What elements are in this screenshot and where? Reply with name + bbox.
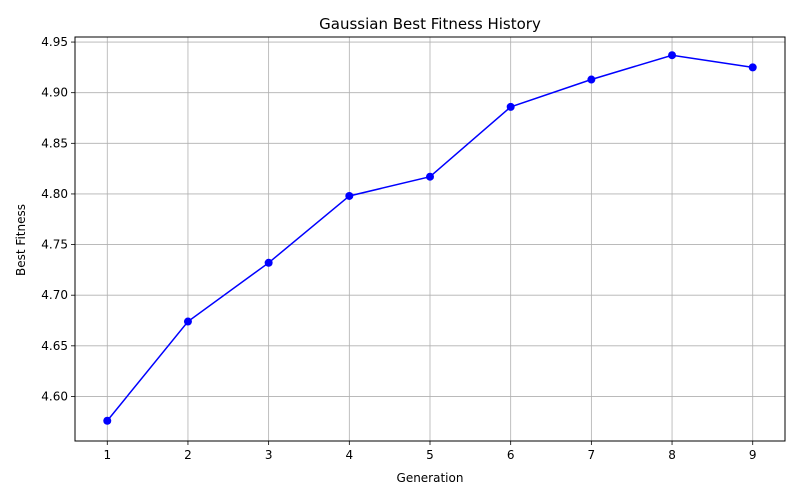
y-axis-label: Best Fitness [14, 204, 28, 276]
y-tick-label: 4.95 [41, 35, 68, 49]
x-tick-label: 7 [588, 448, 596, 462]
data-point [668, 51, 677, 60]
data-point [103, 416, 112, 425]
x-tick-label: 9 [749, 448, 757, 462]
y-tick-label: 4.85 [41, 136, 68, 150]
chart-title: Gaussian Best Fitness History [319, 15, 541, 33]
data-point [587, 75, 596, 84]
y-tick-label: 4.70 [41, 288, 68, 302]
x-tick-label: 1 [103, 448, 111, 462]
x-axis-label: Generation [397, 471, 464, 485]
data-point [183, 317, 192, 326]
x-tick-label: 2 [184, 448, 192, 462]
x-tick-label: 6 [507, 448, 515, 462]
y-tick-label: 4.65 [41, 339, 68, 353]
y-tick-label: 4.80 [41, 187, 68, 201]
x-tick-label: 3 [265, 448, 273, 462]
y-tick-label: 4.90 [41, 86, 68, 100]
data-point [264, 258, 273, 267]
data-point [426, 172, 434, 181]
y-tick-label: 4.75 [41, 238, 68, 252]
series-layer [103, 51, 757, 425]
y-axis-ticks: 4.60 4.65 4.70 4.75 4.80 4.85 4.90 4.95 [41, 35, 75, 403]
x-axis-ticks: 1 2 3 4 5 6 7 8 9 [103, 441, 757, 462]
x-tick-label: 5 [426, 448, 434, 462]
x-tick-label: 4 [345, 448, 353, 462]
data-point [748, 63, 757, 72]
y-tick-label: 4.60 [41, 389, 68, 403]
x-tick-label: 8 [668, 448, 676, 462]
data-point [506, 102, 515, 111]
data-point [345, 191, 354, 200]
